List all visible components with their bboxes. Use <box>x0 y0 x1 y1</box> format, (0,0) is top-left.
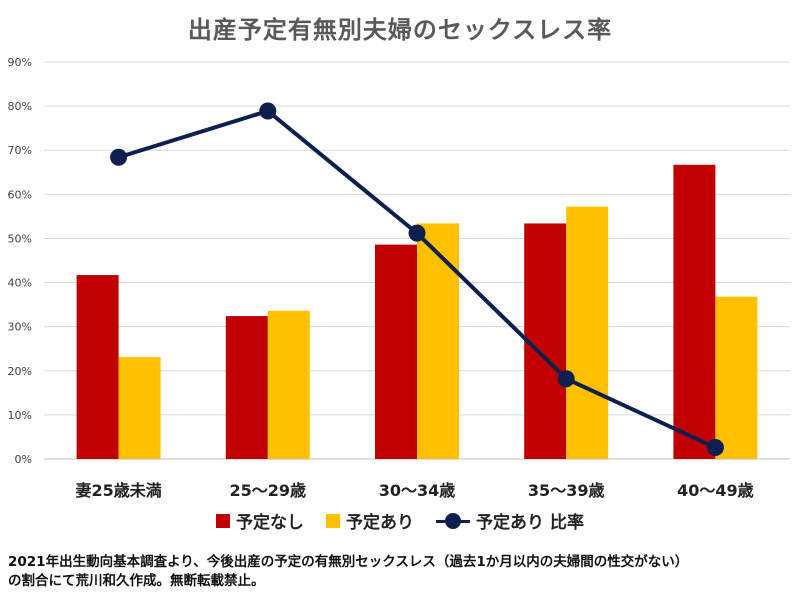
legend-label-no-plan: 予定なし <box>236 513 305 533</box>
ratio-point-4 <box>706 439 724 457</box>
ratio-line <box>110 102 724 457</box>
legend-label-plan-ratio: 予定あり 比率 <box>476 513 584 533</box>
legend: 予定なし 予定あり 予定あり 比率 <box>0 508 800 533</box>
bar-1-0 <box>118 357 161 459</box>
y-tick-label: 80% <box>8 100 32 113</box>
x-tick-label: 40～49歳 <box>677 481 754 500</box>
chart-title: 出産予定有無別夫婦のセックスレス率 <box>187 16 613 44</box>
y-tick-label: 20% <box>8 365 32 378</box>
bar-1-1 <box>267 310 310 459</box>
y-tick-label: 30% <box>8 321 32 334</box>
x-tick-label: 30～34歳 <box>379 481 456 500</box>
footnote-line-1: 2021年出生動向基本調査より、今後出産の予定の有無別セックスレス（過去1か月以… <box>8 554 689 570</box>
bar-0-1 <box>225 316 268 459</box>
legend-item-plan-ratio: 予定あり 比率 <box>436 508 584 533</box>
ratio-point-3 <box>557 370 575 388</box>
bar-0-2 <box>375 244 417 459</box>
bar-1-3 <box>566 206 609 459</box>
y-tick-label: 0% <box>15 453 32 466</box>
legend-item-plan: 予定あり <box>326 508 414 533</box>
y-axis-ticks: 0% 10% 20% 30% 40% 50% 60% 70% 80% 90% <box>8 56 32 466</box>
ratio-point-0 <box>110 148 128 166</box>
x-tick-label: 25～29歳 <box>230 481 307 500</box>
bar-1-2 <box>417 223 459 459</box>
ratio-point-2 <box>408 224 426 242</box>
ratio-point-1 <box>259 102 277 120</box>
x-tick-label: 35～39歳 <box>528 481 605 500</box>
x-tick-label: 妻25歳未満 <box>75 481 161 500</box>
y-tick-label: 60% <box>8 188 32 201</box>
bar-0-0 <box>76 275 119 459</box>
y-tick-label: 70% <box>8 144 32 157</box>
footnote-line-2: の割合にて荒川和久作成。無断転載禁止。 <box>8 573 265 589</box>
y-tick-label: 10% <box>8 409 32 422</box>
y-tick-label: 90% <box>8 56 32 69</box>
legend-item-no-plan: 予定なし <box>216 508 304 533</box>
y-tick-label: 50% <box>8 232 32 245</box>
bar-0-4 <box>673 164 716 460</box>
legend-label-plan: 予定あり <box>346 513 415 533</box>
legend-swatch-plan <box>326 513 341 528</box>
x-axis-ticks: 妻25歳未満 25～29歳 30～34歳 35～39歳 40～49歳 <box>75 481 753 500</box>
bars <box>76 164 758 460</box>
legend-swatch-no-plan <box>216 513 231 528</box>
legend-swatch-plan-ratio <box>436 512 471 529</box>
footnote: 2021年出生動向基本調査より、今後出産の予定の有無別セックスレス（過去1か月以… <box>8 553 794 591</box>
y-tick-label: 40% <box>8 277 32 290</box>
bar-0-3 <box>524 223 567 459</box>
bar-1-4 <box>715 296 758 459</box>
